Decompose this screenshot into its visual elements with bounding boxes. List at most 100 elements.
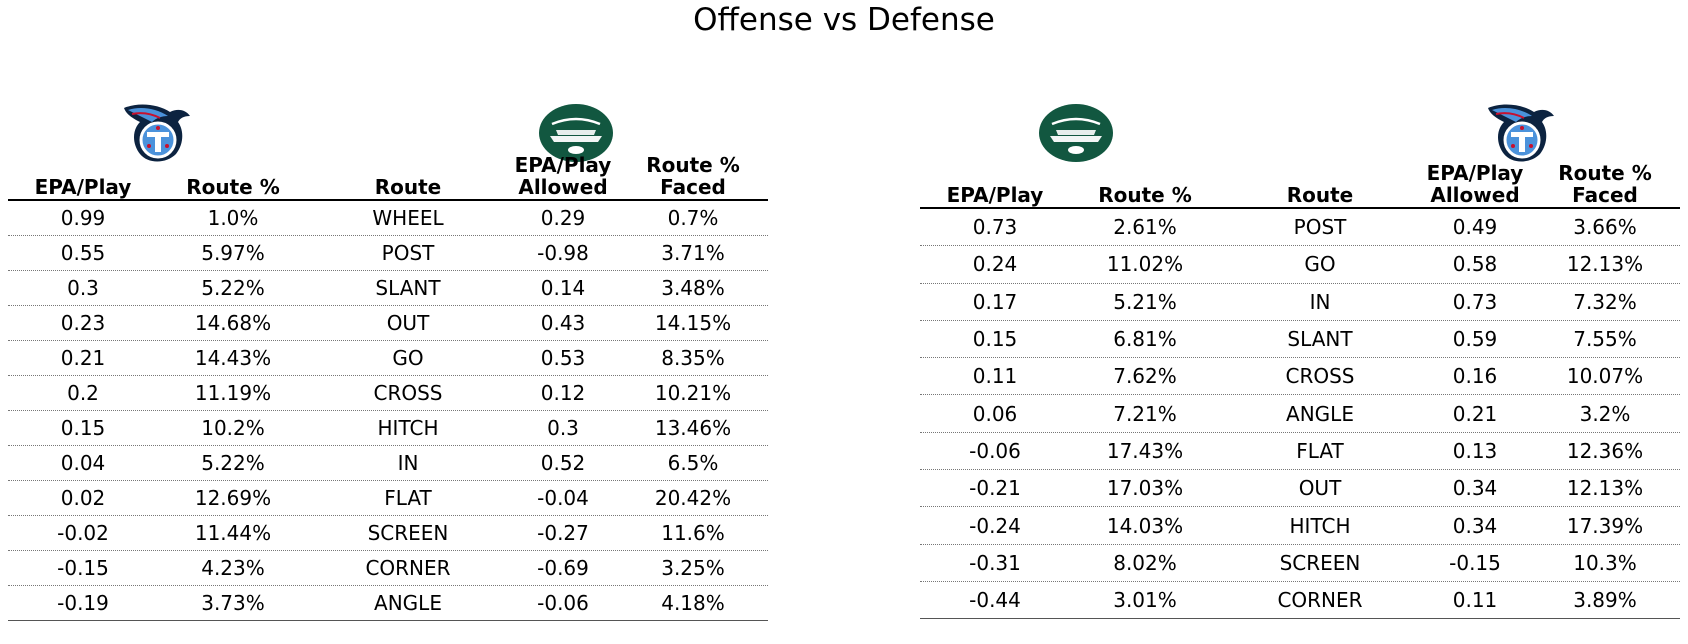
cell-route: IN (1309, 289, 1331, 314)
chart-title: Offense vs Defense (693, 2, 995, 38)
cell-route-pct-faced: 3.89% (1573, 588, 1637, 613)
table-header: EPA/Play Route % Route EPA/Play Allowed Rout… (920, 160, 1680, 206)
cell-epa-play: 0.2 (67, 381, 99, 405)
header-rule (920, 207, 1680, 209)
table-row: 0.17 5.21% IN 0.73 7.32% (920, 284, 1680, 321)
cell-route: ANGLE (374, 591, 442, 615)
cell-epa-allowed: -0.15 (1449, 550, 1501, 575)
cell-route-pct-faced: 3.25% (661, 556, 725, 580)
cell-route-pct: 17.43% (1106, 438, 1184, 463)
table-header: EPA/Play Route % Route EPA/Play Allowed Rout… (8, 152, 768, 198)
cell-epa-allowed: 0.13 (1452, 438, 1498, 463)
cell-route-pct: 8.02% (1113, 550, 1177, 575)
table-row: 0.11 7.62% CROSS 0.16 10.07% (920, 358, 1680, 396)
cell-route-pct-faced: 12.13% (1566, 476, 1644, 501)
table-row: 0.15 6.81% SLANT 0.59 7.55% (920, 321, 1680, 359)
cell-route-pct-faced: 0.7% (667, 206, 719, 230)
cell-epa-allowed: 0.58 (1452, 252, 1498, 277)
jets-logo (1036, 100, 1116, 166)
cell-route-pct: 10.2% (201, 416, 265, 440)
titans-logo (1482, 100, 1562, 166)
cell-route-pct-faced: 7.55% (1573, 327, 1637, 352)
column-header-route-pct-faced: Route % Faced (646, 153, 740, 199)
column-header-epa-allowed: EPA/Play Allowed (1426, 161, 1524, 207)
jets-logo-svg (539, 104, 613, 162)
cell-route-pct-faced: 20.42% (654, 486, 732, 510)
table-row: -0.02 11.44% SCREEN -0.27 11.6% (8, 516, 768, 551)
cell-epa-play: 0.23 (60, 311, 106, 335)
cell-route: OUT (386, 311, 430, 335)
table-row: -0.15 4.23% CORNER -0.69 3.25% (8, 551, 768, 586)
cell-route-pct: 5.22% (201, 276, 265, 300)
cell-route: WHEEL (372, 206, 444, 230)
column-header-epa-play: EPA/Play (946, 183, 1044, 207)
cell-route: HITCH (1289, 513, 1351, 538)
cell-epa-play: 0.99 (60, 206, 106, 230)
cell-epa-allowed: 0.34 (1452, 513, 1498, 538)
cell-route: SCREEN (1279, 550, 1361, 575)
cell-route: CORNER (365, 556, 451, 580)
cell-route-pct: 5.21% (1113, 289, 1177, 314)
cell-route-pct-faced: 13.46% (654, 416, 732, 440)
cell-epa-allowed: 0.11 (1452, 588, 1498, 613)
table-body: 0.73 2.61% POST 0.49 3.66% 0.24 11.02% GO 0.58 12… (920, 209, 1680, 620)
table-row: 0.06 7.21% ANGLE 0.21 3.2% (920, 395, 1680, 433)
cell-route-pct: 14.03% (1106, 513, 1184, 538)
column-header-route: Route (374, 175, 442, 199)
cell-route-pct-faced: 3.71% (661, 241, 725, 265)
cell-epa-allowed: 0.21 (1452, 401, 1498, 426)
cell-route-pct-faced: 8.35% (661, 346, 725, 370)
cell-route: IN (397, 451, 419, 475)
cell-route: FLAT (384, 486, 432, 510)
column-header-route-pct-faced: Route % Faced (1558, 161, 1652, 207)
titans-logo-svg (1488, 104, 1554, 162)
table-row: 0.21 14.43% GO 0.53 8.35% (8, 341, 768, 376)
cell-route-pct: 11.02% (1106, 252, 1184, 277)
cell-epa-allowed: 0.14 (540, 276, 586, 300)
cell-epa-play: 0.06 (972, 401, 1018, 426)
cell-route-pct: 3.01% (1113, 588, 1177, 613)
cell-route-pct-faced: 4.18% (661, 591, 725, 615)
defense-table-panel: EPA/Play Route % Route EPA/Play Allowed Rout… (920, 100, 1680, 640)
cell-epa-play: 0.15 (60, 416, 106, 440)
cell-route: FLAT (1296, 438, 1344, 463)
cell-route-pct-faced: 6.5% (667, 451, 719, 475)
cell-route-pct: 5.97% (201, 241, 265, 265)
cell-route-pct: 14.68% (194, 311, 272, 335)
cell-route-pct-faced: 12.13% (1566, 252, 1644, 277)
cell-route-pct: 11.44% (194, 521, 272, 545)
cell-epa-play: -0.24 (969, 513, 1021, 538)
cell-route-pct: 2.61% (1113, 215, 1177, 240)
cell-route-pct-faced: 14.15% (654, 311, 732, 335)
cell-route-pct-faced: 3.2% (1579, 401, 1631, 426)
table-row: -0.19 3.73% ANGLE -0.06 4.18% (8, 586, 768, 621)
cell-epa-play: -0.19 (57, 591, 109, 615)
table-row: -0.24 14.03% HITCH 0.34 17.39% (920, 507, 1680, 545)
cell-route-pct-faced: 7.32% (1573, 289, 1637, 314)
cell-route-pct: 17.03% (1106, 476, 1184, 501)
column-header-route: Route (1286, 183, 1354, 207)
cell-route-pct: 7.21% (1113, 401, 1177, 426)
cell-epa-play: 0.17 (972, 289, 1018, 314)
header-rule (8, 199, 768, 201)
cell-epa-play: -0.44 (969, 588, 1021, 613)
cell-route: CROSS (1285, 364, 1355, 389)
table-row: -0.31 8.02% SCREEN -0.15 10.3% (920, 545, 1680, 582)
table-row: 0.04 5.22% IN 0.52 6.5% (8, 446, 768, 481)
cell-epa-allowed: -0.69 (537, 556, 589, 580)
cell-route: POST (1293, 215, 1347, 240)
cell-route: GO (392, 346, 424, 370)
column-header-epa-play: EPA/Play (34, 175, 132, 199)
table-row: 0.55 5.97% POST -0.98 3.71% (8, 236, 768, 271)
cell-epa-play: 0.73 (972, 215, 1018, 240)
cell-epa-allowed: 0.12 (540, 381, 586, 405)
column-header-epa-allowed: EPA/Play Allowed (514, 153, 612, 199)
cell-epa-allowed: 0.16 (1452, 364, 1498, 389)
cell-route: POST (381, 241, 435, 265)
column-header-route-pct: Route % (1098, 183, 1192, 207)
cell-epa-allowed: 0.43 (540, 311, 586, 335)
table-body: 0.99 1.0% WHEEL 0.29 0.7% 0.55 5.97% POST -0.98 3… (8, 201, 768, 621)
cell-epa-play: 0.55 (60, 241, 106, 265)
cell-route-pct-faced: 10.3% (1573, 550, 1637, 575)
table-row: -0.44 3.01% CORNER 0.11 3.89% (920, 582, 1680, 620)
